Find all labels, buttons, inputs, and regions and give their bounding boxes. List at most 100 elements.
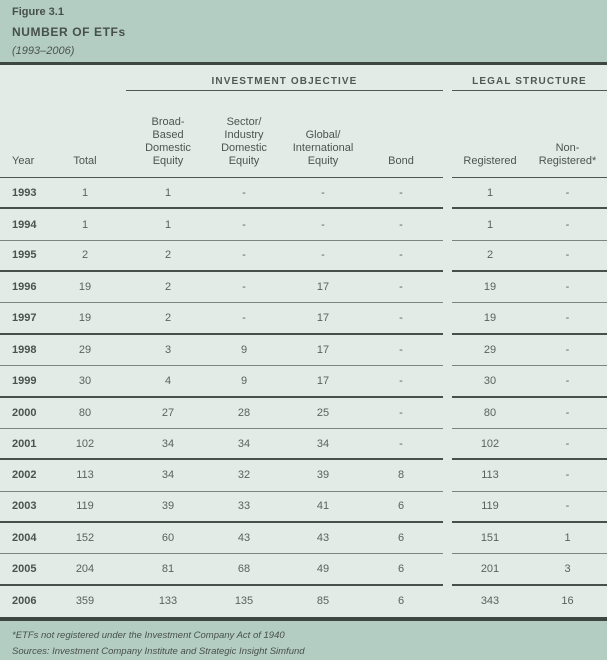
row-right-segment: 113 - bbox=[452, 460, 607, 492]
value-cell: 34 bbox=[161, 469, 175, 482]
footnote-asterisk: *ETFs not registered under the Investmen… bbox=[12, 630, 285, 641]
value-cell: 119 bbox=[76, 500, 94, 513]
table-row: 1994 1 1- - -1- bbox=[0, 209, 607, 241]
row-left-segment: 1999 30 4 9 17 - bbox=[0, 366, 443, 398]
section-gap bbox=[443, 65, 452, 91]
row-right-segment: 30 - bbox=[452, 366, 607, 398]
section-gap bbox=[443, 429, 452, 460]
section-gap bbox=[443, 366, 452, 397]
value-cell: - bbox=[242, 281, 246, 294]
value-cell: - bbox=[399, 281, 403, 294]
section-gap bbox=[443, 460, 452, 491]
value-cell: 113 bbox=[76, 469, 94, 482]
table-row: 1996 19 2 - 17 - 19 - bbox=[0, 272, 607, 304]
row-right-segment: 102 - bbox=[452, 429, 607, 461]
table-row: 2005 204 81 68 49 6 201 3 bbox=[0, 554, 607, 586]
section-gap bbox=[443, 178, 452, 209]
value-cell: - bbox=[399, 218, 403, 231]
value-cell: - bbox=[565, 469, 570, 482]
value-cell: 2 bbox=[486, 249, 494, 262]
value-cell: 68 bbox=[237, 562, 251, 575]
value-cell: 102 bbox=[75, 437, 95, 450]
value-cell: 3 bbox=[164, 343, 172, 356]
value-cell: 34 bbox=[237, 437, 251, 450]
column-header-total: Total bbox=[73, 155, 97, 167]
value-cell: 8 bbox=[397, 469, 405, 482]
row-right-segment: 19 - bbox=[452, 303, 607, 335]
table-row: 1999 30 4 9 17 - 30 - bbox=[0, 366, 607, 398]
row-right-segment: 29 - bbox=[452, 335, 607, 367]
row-left-segment: 1995 2 2 - - - bbox=[0, 241, 443, 273]
table-row: 2006 359 133 135 85 6 343 16 bbox=[0, 586, 607, 617]
column-headers-left: Year Total Broad- Based Domestic Equity Sec… bbox=[0, 91, 443, 178]
value-cell: - bbox=[565, 500, 570, 513]
value-cell: - bbox=[399, 249, 403, 262]
value-cell: 152 bbox=[75, 532, 95, 545]
table-row: 2003 119 39 33 41 6 119 - bbox=[0, 492, 607, 523]
row-left-segment: 1993 1 1 - - - bbox=[0, 178, 443, 210]
value-cell: 113 bbox=[481, 469, 499, 482]
section-gap bbox=[443, 492, 452, 523]
value-cell: - bbox=[399, 312, 403, 325]
column-header-row: Year Total Broad- Based Domestic Equity Sec… bbox=[0, 91, 607, 178]
value-cell: - bbox=[399, 406, 403, 419]
value-cell: 6 bbox=[397, 500, 405, 513]
table-row: 1997 19 2 - 17 - 19 - bbox=[0, 303, 607, 335]
section-gap bbox=[443, 303, 452, 334]
year-cell: 2001 bbox=[12, 437, 37, 450]
value-cell: 33 bbox=[237, 500, 251, 513]
value-cell: 43 bbox=[237, 532, 251, 545]
value-cell: - bbox=[565, 374, 570, 387]
group-header-investment-objective: INVESTMENT OBJECTIVE bbox=[126, 65, 443, 91]
value-cell: 41 bbox=[316, 500, 330, 513]
row-left-segment: 2006 359 133 135 85 6 bbox=[0, 586, 443, 617]
column-header-year: Year bbox=[12, 155, 35, 167]
value-cell: 81 bbox=[161, 562, 175, 575]
value-cell: 60 bbox=[161, 532, 175, 545]
section-gap bbox=[443, 586, 452, 617]
value-cell: - bbox=[399, 374, 403, 387]
group-header-legal-structure-label: LEGAL STRUCTURE bbox=[472, 76, 587, 87]
value-cell: 80 bbox=[483, 406, 497, 419]
value-cell: 1 bbox=[81, 186, 89, 199]
column-header-global-international-equity: Global/ International Equity bbox=[292, 129, 354, 167]
value-cell: 28 bbox=[237, 406, 251, 419]
table-body: 1993 1 1- - -1-1994 1 1- - -1-1995 2 2- - -2-1996 19 2… bbox=[0, 178, 607, 617]
section-gap bbox=[443, 523, 452, 554]
value-cell: 34 bbox=[316, 437, 330, 450]
value-cell: 6 bbox=[397, 595, 405, 608]
row-right-segment: 151 1 bbox=[452, 523, 607, 555]
table-row: 1993 1 1- - -1- bbox=[0, 178, 607, 210]
year-cell: 2004 bbox=[12, 532, 37, 545]
footer-divider-rule bbox=[0, 617, 607, 621]
year-cell: 1995 bbox=[12, 249, 37, 262]
row-left-segment: 2004 152 60 43 43 6 bbox=[0, 523, 443, 555]
value-cell: - bbox=[399, 343, 403, 356]
figure-subtitle: (1993–2006) bbox=[12, 45, 75, 57]
value-cell: - bbox=[321, 186, 325, 199]
year-cell: 1997 bbox=[12, 312, 37, 325]
value-cell: - bbox=[565, 406, 570, 419]
table-row: 1995 2 2- - -2- bbox=[0, 241, 607, 273]
value-cell: 17 bbox=[316, 281, 330, 294]
value-cell: 135 bbox=[234, 595, 254, 608]
value-cell: 1 bbox=[81, 218, 89, 231]
value-cell: 30 bbox=[78, 374, 92, 387]
value-cell: 9 bbox=[240, 374, 248, 387]
value-cell: 204 bbox=[75, 562, 95, 575]
row-right-segment: 343 16 bbox=[452, 586, 607, 617]
row-left-segment: 2000 80 27 28 25 - bbox=[0, 398, 443, 429]
year-cell: 1996 bbox=[12, 281, 37, 294]
value-cell: 43 bbox=[316, 532, 330, 545]
value-cell: 201 bbox=[480, 562, 500, 575]
value-cell: 17 bbox=[316, 374, 330, 387]
row-left-segment: 1994 1 1 - - - bbox=[0, 209, 443, 241]
column-header-registered: Registered bbox=[463, 155, 517, 167]
value-cell: 3 bbox=[564, 562, 571, 575]
column-header-bond: Bond bbox=[388, 155, 414, 167]
etf-table: INVESTMENT OBJECTIVE LEGAL STRUCTURE Yea… bbox=[0, 65, 607, 617]
row-right-segment: 80 - bbox=[452, 398, 607, 429]
section-gap bbox=[443, 209, 452, 240]
row-left-segment: 1997 19 2 - 17 - bbox=[0, 303, 443, 335]
value-cell: - bbox=[242, 249, 246, 262]
